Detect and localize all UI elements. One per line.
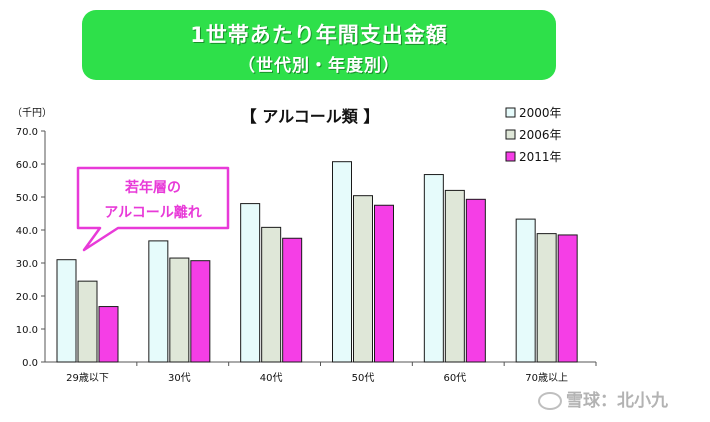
bar <box>536 233 557 363</box>
bar <box>77 280 98 363</box>
legend-swatch <box>505 129 516 140</box>
x-tick-label: 70歳以上 <box>525 372 568 384</box>
bar <box>332 161 352 363</box>
x-tick-label: 40代 <box>260 372 283 384</box>
x-tick-label: 60代 <box>443 372 466 384</box>
bar <box>557 234 578 363</box>
bar <box>261 226 282 363</box>
y-tick-label: 20.0 <box>16 292 38 303</box>
y-tick-label: 70.0 <box>16 127 38 138</box>
y-tick-label: 30.0 <box>16 259 38 270</box>
plot-title: 【 アルコール類 】 <box>241 107 380 126</box>
x-tick-label: 29歳以下 <box>66 372 109 384</box>
watermark: 雪球：北小九 <box>538 386 668 411</box>
bar <box>169 257 190 363</box>
x-tick-label: 30代 <box>168 372 191 384</box>
chart-subtitle: （世代別・年度別） <box>238 56 400 76</box>
watermark-text: 雪球：北小九 <box>566 391 668 411</box>
bar <box>465 198 486 363</box>
bar <box>423 174 444 363</box>
bar <box>353 195 373 363</box>
y-tick-label: 50.0 <box>16 193 38 204</box>
annotation-text-line1: 若年層の <box>124 179 181 196</box>
bar <box>98 306 119 363</box>
bar <box>56 259 77 363</box>
bar <box>444 189 465 363</box>
x-tick-label: 50代 <box>352 372 375 384</box>
legend-label: 2011年 <box>519 150 562 164</box>
bar <box>374 204 394 363</box>
annotation-callout <box>76 166 230 252</box>
y-axis-unit-label: （千円） <box>12 107 52 119</box>
bar <box>515 218 536 363</box>
bar <box>190 260 211 363</box>
title-banner: 1世帯あたり年間支出金額 （世代別・年度別） <box>82 10 556 80</box>
legend-swatch <box>505 151 516 162</box>
y-tick-label: 60.0 <box>16 160 38 171</box>
y-tick-label: 40.0 <box>16 226 38 237</box>
bar <box>282 237 303 363</box>
chart-title-main: 1世帯あたり年間支出金額 <box>190 23 448 47</box>
annotation-text-line2: アルコール離れ <box>104 204 202 221</box>
legend-label: 2006年 <box>519 128 562 142</box>
legend-label: 2000年 <box>519 106 562 120</box>
bar <box>240 203 261 363</box>
weibo-icon <box>538 392 562 410</box>
y-tick-label: 0.0 <box>22 358 38 369</box>
y-tick-label: 10.0 <box>16 325 38 336</box>
legend-swatch <box>505 107 516 118</box>
bar <box>148 240 169 363</box>
